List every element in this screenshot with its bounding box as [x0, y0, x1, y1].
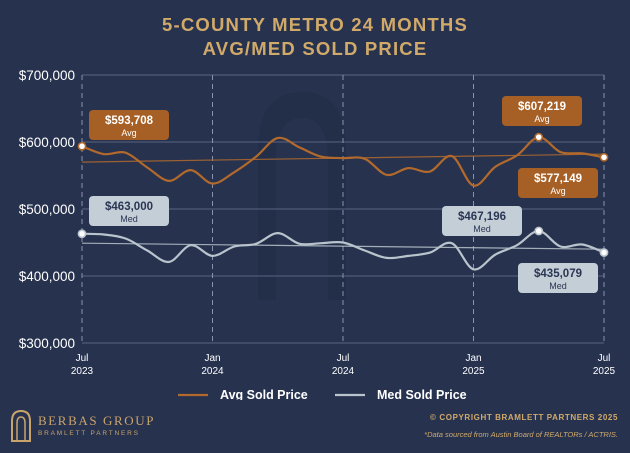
callout-label: Med — [549, 281, 567, 291]
legend-label-avg: Avg Sold Price — [220, 388, 308, 400]
x-tick-year: 2025 — [593, 366, 616, 377]
y-tick-label: $500,000 — [19, 202, 75, 217]
callout-box — [518, 263, 598, 293]
highlight-marker — [534, 132, 544, 142]
price-chart: $300,000 $400,000 $500,000 $600,000 $700,000… — [19, 68, 616, 400]
x-tick-year: 2024 — [201, 366, 224, 377]
x-tick-year: 2025 — [462, 366, 485, 377]
chart-title-line2: AVG/MED SOLD PRICE — [202, 38, 428, 59]
callout-label: Avg — [550, 186, 565, 196]
brand-logo: BERBAS GROUP BRAMLETT PARTNERS — [8, 410, 168, 444]
callout-value: $577,149 — [534, 173, 582, 185]
x-tick-label: Jul — [76, 353, 89, 364]
callout-box — [518, 168, 598, 198]
legend-label-med: Med Sold Price — [377, 388, 467, 400]
callout-box — [442, 206, 522, 236]
arch-logo-icon — [11, 410, 31, 442]
brand-name: BERBAS GROUP — [38, 413, 156, 428]
highlight-marker — [77, 141, 87, 151]
trend-line-med — [81, 242, 605, 250]
y-tick-label: $700,000 — [19, 68, 75, 83]
callout-value: $467,196 — [458, 211, 506, 223]
x-tick-year: 2023 — [71, 366, 94, 377]
highlight-marker — [599, 152, 609, 162]
callout-value: $463,000 — [105, 201, 153, 213]
highlight-marker — [534, 226, 544, 236]
callout-box — [89, 196, 169, 226]
chart-title-line1: 5-COUNTY METRO 24 MONTHS — [162, 14, 468, 35]
copyright-text: © COPYRIGHT BRAMLETT PARTNERS 2025 — [430, 413, 618, 422]
y-tick-label: $300,000 — [19, 336, 75, 351]
callout-label: Avg — [534, 114, 549, 124]
x-tick-label: Jul — [337, 353, 350, 364]
highlight-marker — [599, 248, 609, 257]
highlight-marker — [77, 229, 87, 239]
brand-subtitle: BRAMLETT PARTNERS — [38, 430, 140, 437]
callout-label: Med — [473, 224, 491, 234]
callout-box — [89, 110, 169, 140]
callout-box — [502, 96, 582, 126]
callout-value: $607,219 — [518, 101, 566, 113]
y-tick-label: $400,000 — [19, 269, 75, 284]
x-tick-year: 2024 — [332, 366, 355, 377]
callout-value: $593,708 — [105, 115, 154, 127]
y-tick-label: $600,000 — [19, 135, 75, 150]
x-tick-label: Jan — [204, 353, 220, 364]
callout-label: Med — [120, 214, 138, 224]
source-note: *Data sourced from Austin Board of REALT… — [424, 430, 618, 439]
arch-watermark-icon — [258, 92, 346, 300]
x-tick-label: Jan — [465, 353, 481, 364]
callout-value: $435,079 — [534, 268, 582, 280]
x-tick-label: Jul — [598, 353, 611, 364]
callout-label: Avg — [121, 128, 136, 138]
